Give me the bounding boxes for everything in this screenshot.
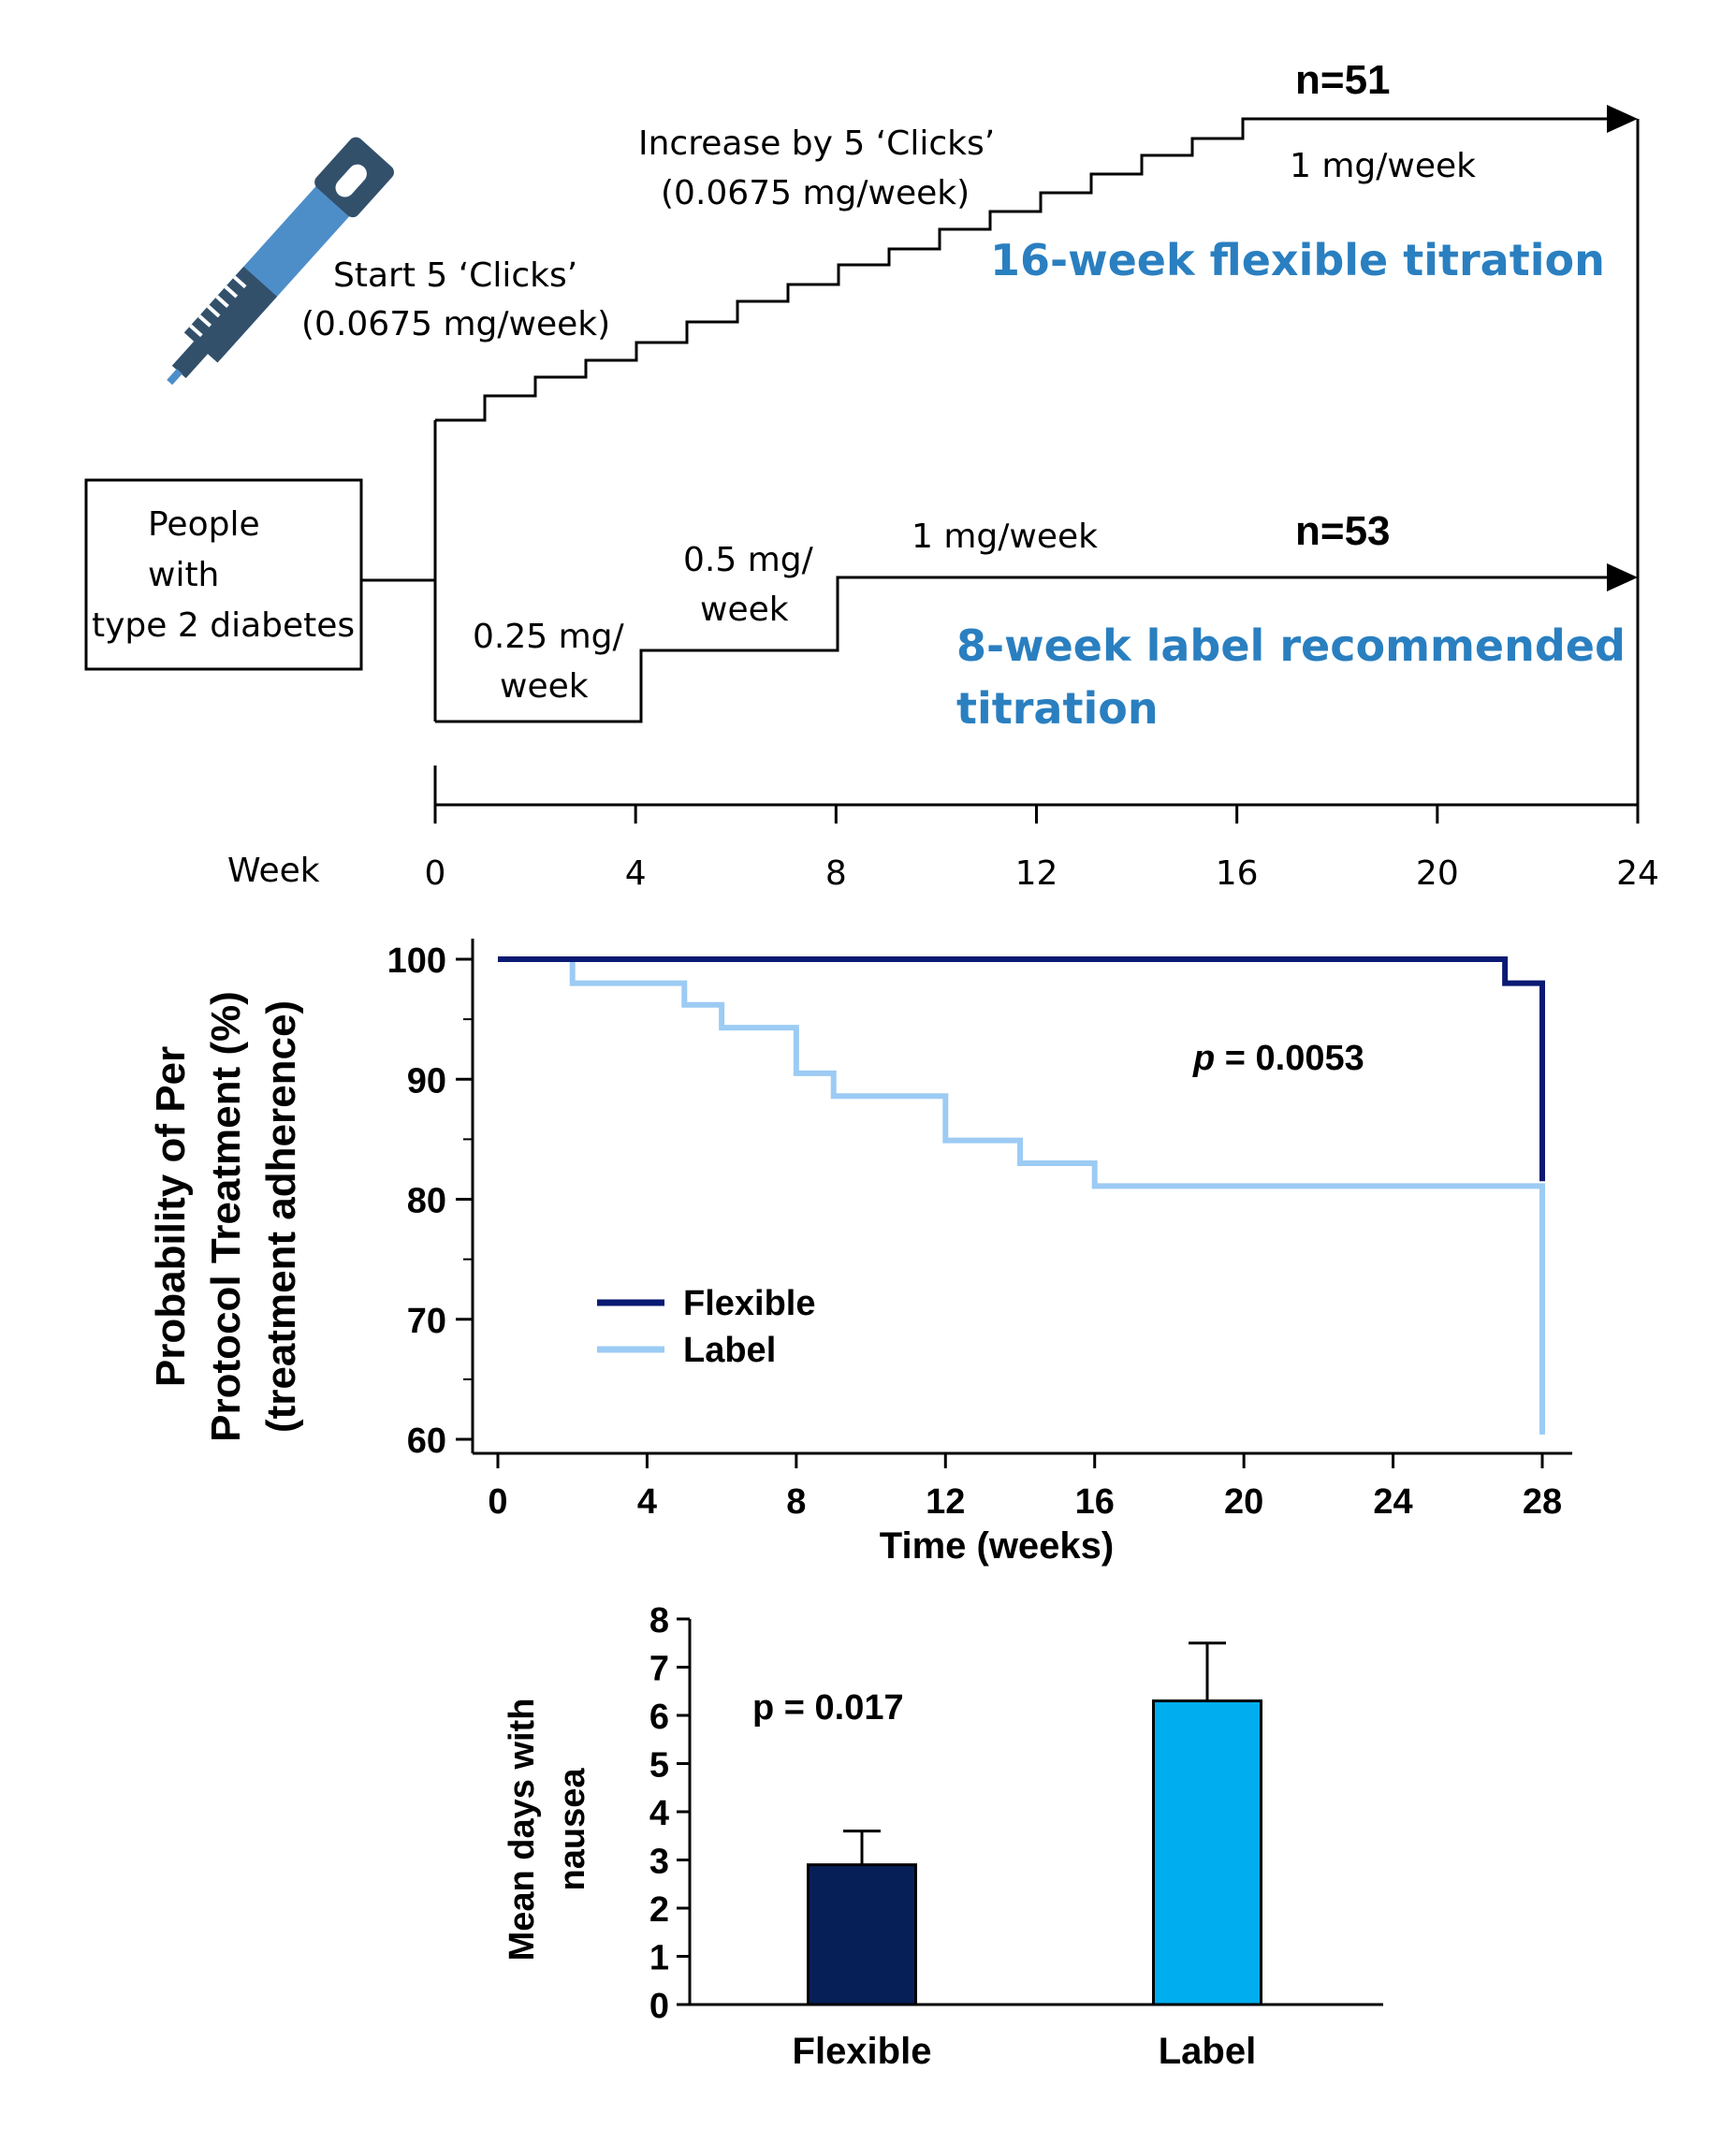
km-series-flexible xyxy=(498,956,1545,1182)
label-dose1-line2: week xyxy=(500,667,589,706)
increase-line1: Increase by 5 ‘Clicks’ xyxy=(638,124,995,163)
bar-flexible xyxy=(807,1863,917,2006)
label-dose3: 1 mg/week xyxy=(912,518,1098,556)
km-ytick-label: 90 xyxy=(407,1061,446,1101)
legend-label-label: Label xyxy=(683,1331,776,1370)
week-tick-label: 16 xyxy=(1216,854,1259,893)
km-ylabel-line1: Probability of Per xyxy=(148,1046,194,1387)
km-xtick-label: 24 xyxy=(1373,1482,1412,1522)
population-line2: with xyxy=(148,556,219,594)
km-ytick-label: 80 xyxy=(407,1182,446,1221)
increase-line2: (0.0675 mg/week) xyxy=(661,174,970,212)
flexible-n: n=51 xyxy=(1295,57,1391,103)
km-series xyxy=(498,956,1545,1435)
flexible-arrowhead xyxy=(1607,105,1638,133)
start-line1: Start 5 ‘Clicks’ xyxy=(333,256,577,295)
bar-chart: 0 1 2 3 4 5 6 7 8 Flexible Label Mean days with n… xyxy=(503,1601,1383,2072)
bar-ylabel-line1: Mean days with xyxy=(503,1699,542,1961)
km-ylabel-line3: (treatment adherence) xyxy=(258,1000,304,1433)
bar-ytick-label: 2 xyxy=(649,1890,669,1930)
flexible-final-dose: 1 mg/week xyxy=(1290,147,1476,185)
population-line3: type 2 diabetes xyxy=(92,606,355,645)
week-tick-label: 0 xyxy=(425,854,446,893)
km-series-label xyxy=(498,956,1545,1435)
km-p-rest: = 0.0053 xyxy=(1215,1039,1364,1078)
bar-ytick-label: 7 xyxy=(649,1650,669,1689)
km-xtick-label: 28 xyxy=(1523,1482,1562,1522)
legend-flexible-label: Flexible xyxy=(683,1284,816,1323)
km-tick-labels: 60 70 80 90 100 0 4 8 12 16 20 24 28 xyxy=(387,941,1563,1522)
km-xlabel: Time (weeks) xyxy=(880,1525,1115,1567)
km-xtick-label: 12 xyxy=(926,1482,965,1522)
bar-ytick-label: 4 xyxy=(649,1794,669,1833)
km-p-value: p = 0.0053 xyxy=(1192,1039,1364,1078)
label-dose2-line1: 0.5 mg/ xyxy=(683,541,814,579)
label-arrowhead xyxy=(1607,563,1638,591)
km-ylabel-line2: Protocol Treatment (%) xyxy=(203,991,249,1442)
label-path xyxy=(435,576,1607,723)
bar-ytick-label: 0 xyxy=(649,1987,669,2026)
titration-diagram: People with type 2 diabetes Start 5 ‘Cli… xyxy=(84,57,1659,893)
week-tick-label: 8 xyxy=(825,854,847,893)
km-xtick-label: 16 xyxy=(1075,1482,1115,1522)
bar-marks: Flexible Label xyxy=(793,1641,1262,2072)
week-label: Week xyxy=(227,852,320,890)
km-xtick-label: 8 xyxy=(786,1482,806,1522)
start-line2: (0.0675 mg/week) xyxy=(301,305,610,343)
label-dose2-line2: week xyxy=(700,591,789,629)
bar-ytick-label: 6 xyxy=(649,1698,669,1737)
km-xtick-label: 20 xyxy=(1224,1482,1263,1522)
bar-category-label: Flexible xyxy=(793,2031,932,2072)
flexible-title: 16-week flexible titration xyxy=(990,235,1605,285)
bar-ytick-label: 8 xyxy=(649,1601,669,1640)
week-tick-label: 20 xyxy=(1416,854,1459,893)
population-line1: People xyxy=(148,505,260,544)
bar-ytick-label: 5 xyxy=(649,1746,669,1786)
bar-axes: 0 1 2 3 4 5 6 7 8 xyxy=(649,1601,1383,2026)
km-xtick-label: 0 xyxy=(488,1482,507,1522)
km-ytick-label: 70 xyxy=(407,1302,446,1341)
label-n: n=53 xyxy=(1295,508,1391,554)
bar-ytick-label: 3 xyxy=(649,1843,669,1882)
week-ticks: 0 4 8 12 16 20 24 xyxy=(425,805,1659,893)
bar-ylabel-line2: nausea xyxy=(553,1768,592,1891)
bar-category-label: Label xyxy=(1159,2031,1256,2072)
bar-label xyxy=(1152,1699,1262,2006)
km-ytick-label: 60 xyxy=(407,1422,446,1461)
insulin-pen-icon xyxy=(167,137,394,386)
label-dose1-line1: 0.25 mg/ xyxy=(473,618,625,656)
label-title-line2: titration xyxy=(956,683,1159,734)
label-title-line1: 8-week label recommended xyxy=(956,620,1626,671)
km-p-italic: p xyxy=(1192,1039,1215,1078)
week-tick-label: 12 xyxy=(1015,854,1058,893)
week-tick-label: 4 xyxy=(625,854,647,893)
km-axes xyxy=(456,939,1572,1468)
week-tick-label: 24 xyxy=(1616,854,1659,893)
population-box xyxy=(84,478,363,671)
flexible-staircase xyxy=(435,117,1607,422)
bar-p-value: p = 0.017 xyxy=(752,1688,904,1728)
km-xtick-label: 4 xyxy=(637,1482,657,1522)
bar-ytick-label: 1 xyxy=(649,1939,669,1978)
km-ytick-label: 100 xyxy=(387,941,446,981)
km-chart: 60 70 80 90 100 0 4 8 12 16 20 24 28 Probability of … xyxy=(148,939,1572,1567)
